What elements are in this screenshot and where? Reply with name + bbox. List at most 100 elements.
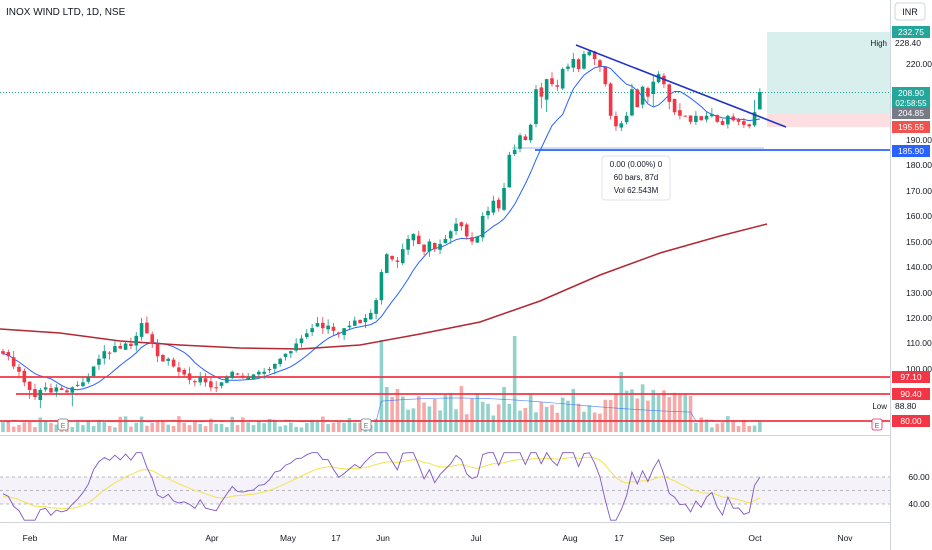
- price-axis-tick: 190.00: [906, 135, 932, 145]
- candle-body: [251, 374, 256, 380]
- price-axis-tick: 60.00: [908, 472, 930, 482]
- volume-bar: [145, 425, 149, 432]
- candle-body: [70, 387, 75, 393]
- candle-body: [155, 343, 160, 357]
- volume-bar: [294, 426, 298, 432]
- time-axis-label: Jul: [471, 533, 482, 543]
- candle-body: [656, 74, 661, 83]
- volume-bar: [512, 336, 517, 432]
- candle-body: [33, 389, 37, 397]
- candle-body: [75, 384, 80, 386]
- candle-body: [688, 115, 693, 122]
- volume-bar: [694, 422, 698, 432]
- candle-body: [278, 358, 282, 365]
- volume-bar: [688, 396, 693, 432]
- volume-bar: [299, 427, 304, 432]
- candle-body: [726, 115, 730, 125]
- candle-body: [161, 355, 165, 362]
- volume-bar: [129, 426, 133, 432]
- candle-body: [1, 351, 5, 354]
- candle-body: [400, 249, 405, 264]
- candle-body: [486, 210, 490, 216]
- earnings-marker-label: E: [875, 423, 880, 430]
- candle-body: [368, 312, 373, 320]
- volume-bar: [480, 401, 485, 432]
- volume-bar: [193, 421, 197, 432]
- price-badge: [892, 145, 930, 157]
- candle-body: [422, 244, 426, 252]
- volume-bar: [528, 394, 533, 432]
- candle-body: [651, 81, 656, 95]
- candle-body: [54, 387, 59, 392]
- volume-bar: [347, 417, 352, 432]
- volume-bar: [305, 423, 309, 432]
- candle-body: [560, 69, 565, 89]
- candle-body: [219, 382, 224, 386]
- candle-body: [187, 373, 192, 380]
- volume-bar: [310, 419, 314, 432]
- volume-bar: [289, 422, 293, 432]
- volume-bar: [475, 393, 480, 432]
- candle-body: [134, 335, 139, 346]
- candle-body: [432, 243, 437, 250]
- candle-body: [603, 66, 608, 85]
- volume-bar: [576, 403, 581, 432]
- volume-bar: [635, 398, 640, 432]
- price-badge-text: 97.10: [900, 372, 922, 382]
- time-axis-label: Sep: [659, 533, 674, 543]
- candle-body: [731, 116, 736, 121]
- candle-body: [475, 236, 480, 243]
- volume-bar: [534, 412, 538, 432]
- volume-bar: [171, 425, 176, 432]
- volume-bar: [198, 424, 203, 432]
- volume-bar: [336, 422, 341, 432]
- volume-bar: [614, 393, 618, 432]
- volume-bar: [571, 388, 576, 432]
- price-badge-text: 90.40: [900, 389, 922, 399]
- volume-bar: [566, 400, 570, 432]
- drawings-layer[interactable]: [575, 44, 787, 128]
- candle-body: [507, 154, 512, 188]
- candle-body: [635, 89, 640, 108]
- candle-body: [587, 51, 592, 56]
- volume-bar: [651, 389, 656, 432]
- volume-bar: [448, 392, 453, 432]
- candle-body: [448, 231, 453, 239]
- candle-body: [150, 334, 155, 344]
- price-badge: [892, 371, 930, 383]
- volume-bar: [459, 386, 464, 432]
- candle-body: [257, 371, 261, 375]
- candle-body: [139, 323, 144, 337]
- volume-bar: [486, 403, 490, 432]
- candle-body: [59, 388, 64, 390]
- volume-bar: [187, 425, 192, 432]
- volume-bar: [560, 397, 565, 432]
- currency-button[interactable]: INR: [894, 2, 926, 21]
- measure-bars: 60 bars, 87d: [614, 173, 658, 182]
- candle-body: [177, 367, 181, 372]
- volume-bar: [102, 422, 107, 432]
- volume-bar: [555, 412, 560, 432]
- candle-body: [246, 377, 250, 380]
- candle-body: [91, 366, 96, 377]
- volume-bar: [118, 416, 123, 432]
- candle-body: [214, 387, 218, 389]
- badge-prefix-label: Low: [872, 402, 887, 411]
- volume-bar: [710, 427, 714, 432]
- candle-body: [198, 377, 203, 383]
- volume-bar: [624, 390, 629, 432]
- candle-body: [363, 318, 368, 323]
- volume-bar: [640, 384, 645, 432]
- candle-body: [27, 381, 32, 390]
- volume-bar: [715, 423, 720, 432]
- candle-body: [518, 135, 522, 149]
- candle-body: [123, 343, 128, 350]
- price-pane[interactable]: [0, 0, 890, 435]
- volume-bar: [278, 426, 282, 432]
- volume-bar: [257, 420, 261, 432]
- volume-bar: [443, 394, 448, 432]
- volume-bar: [502, 386, 506, 432]
- volume-bar: [225, 427, 229, 432]
